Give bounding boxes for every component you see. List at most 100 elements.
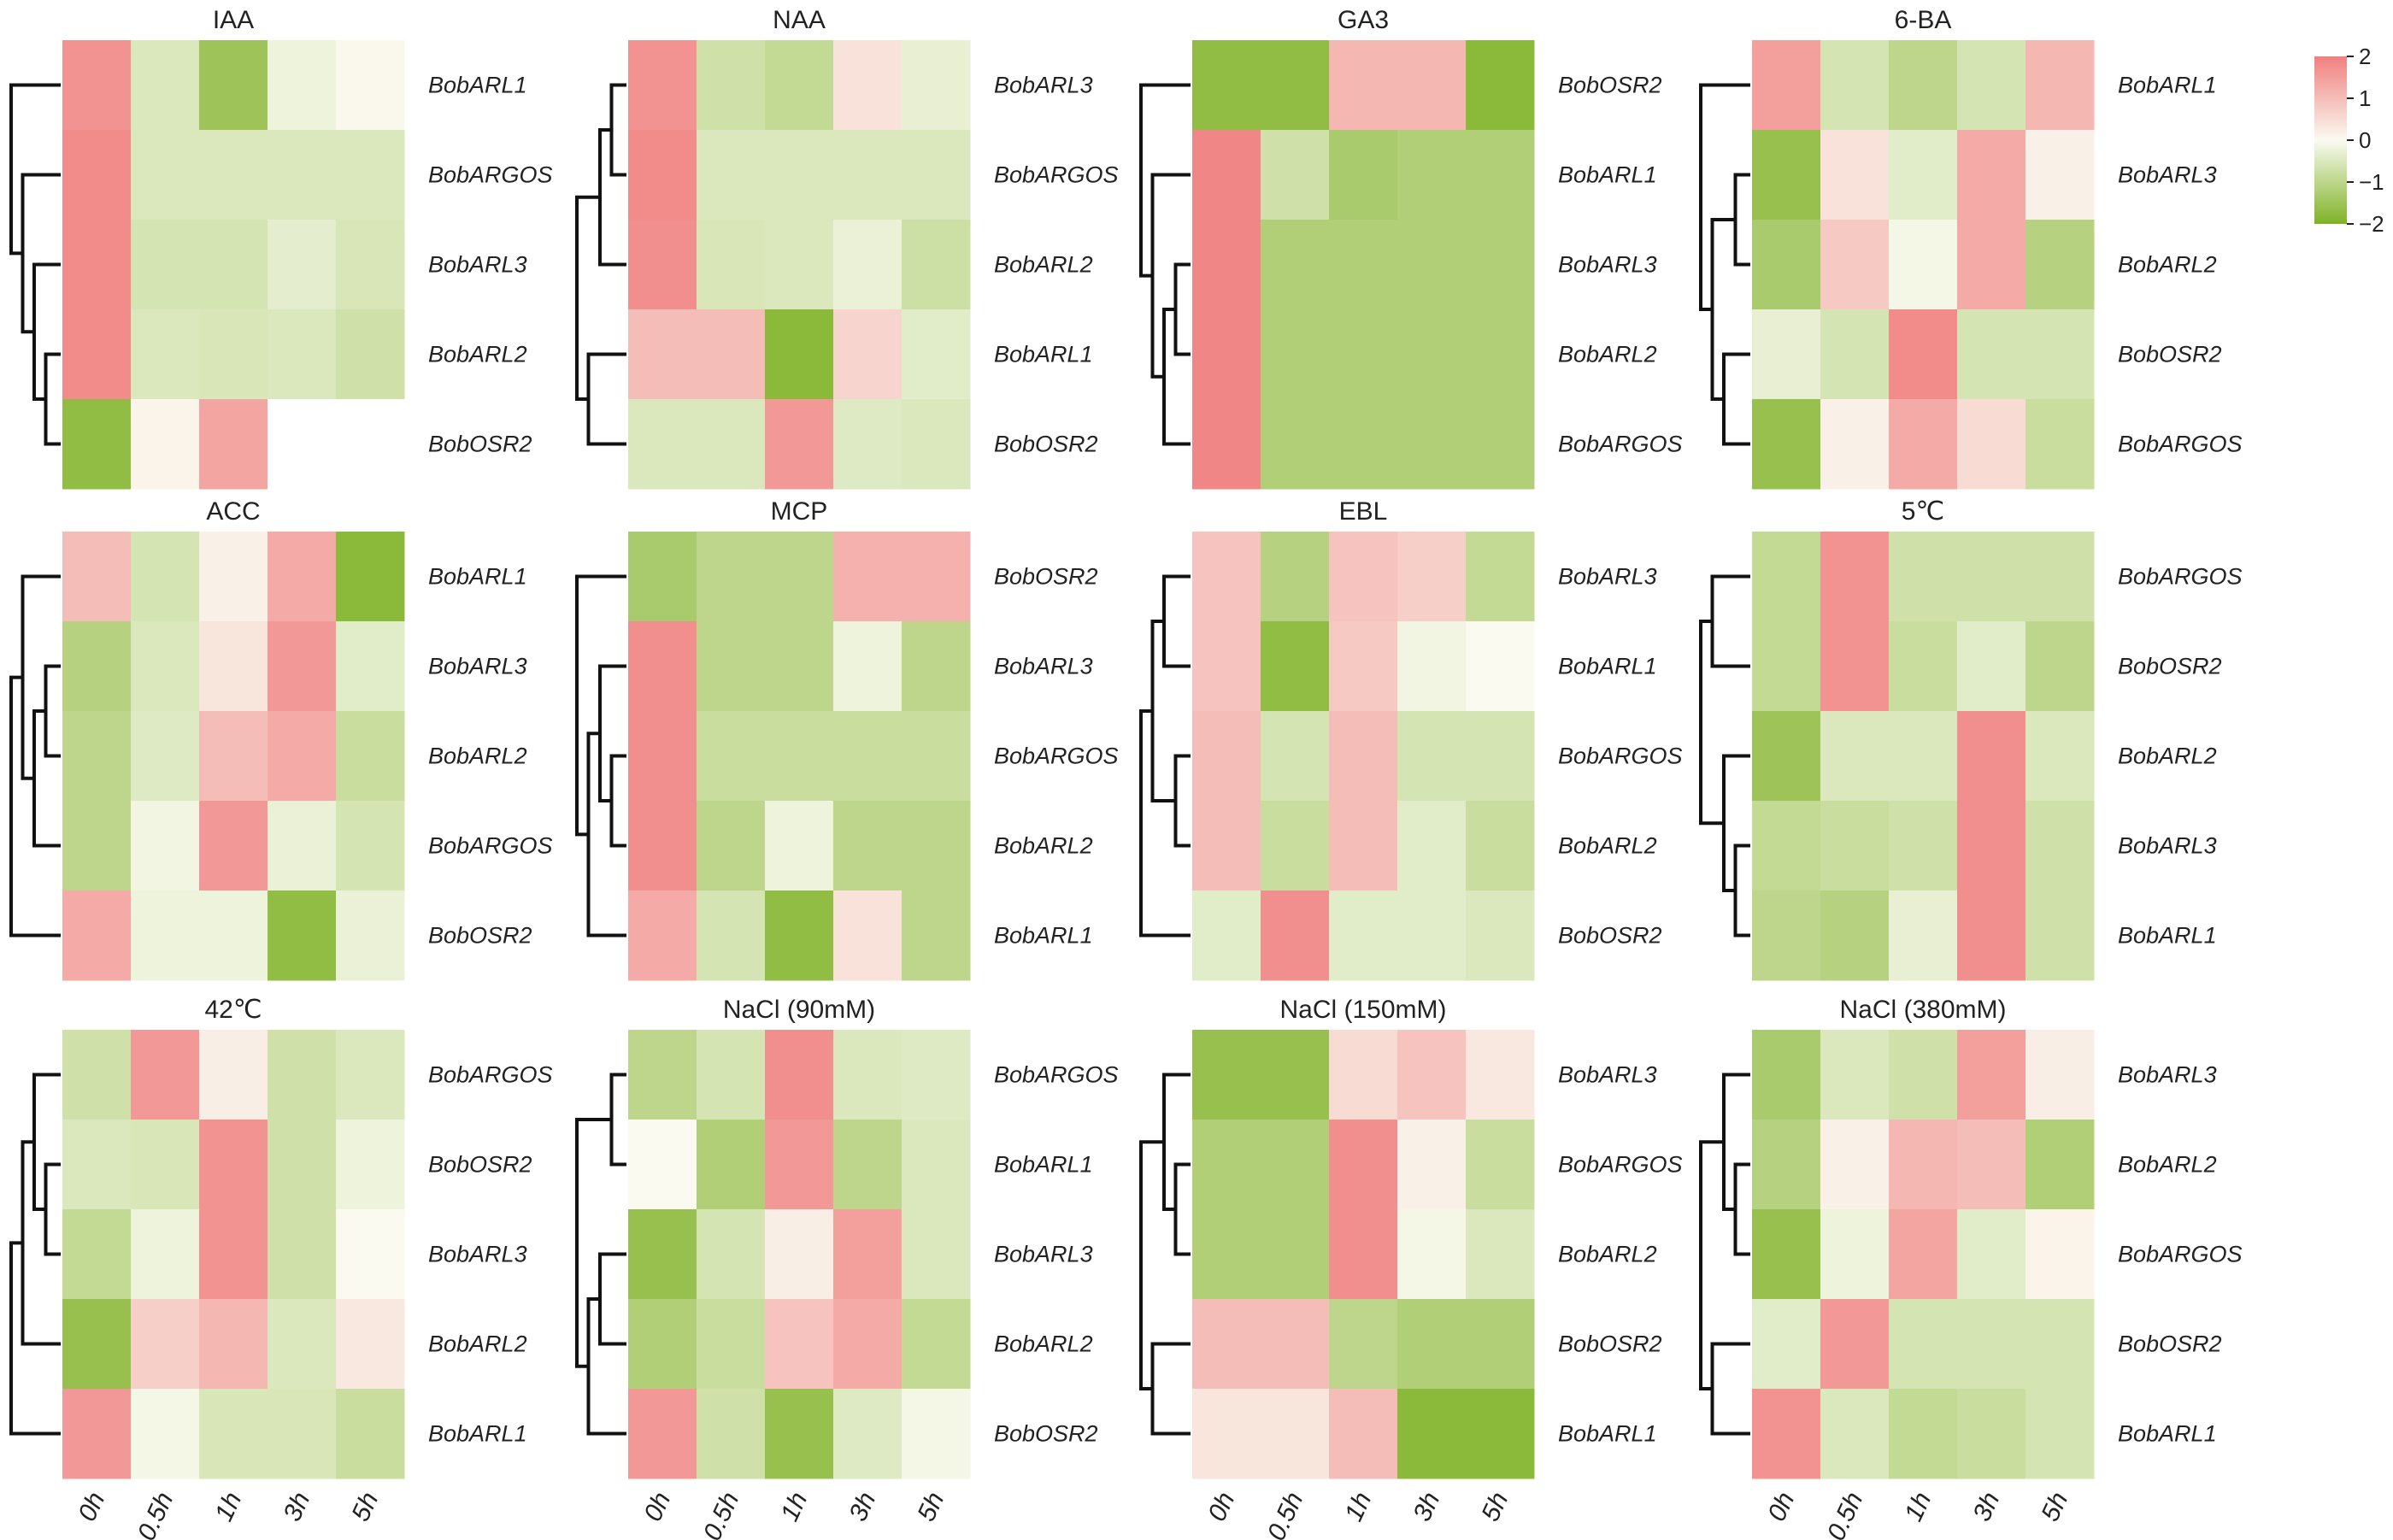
heatmap-cell <box>336 1209 405 1300</box>
heatmap-cell <box>1752 621 1821 712</box>
heatmap-cell <box>1329 1299 1398 1390</box>
heatmap-cell <box>268 1030 337 1120</box>
heatmap-cell <box>1752 1299 1821 1390</box>
heatmap-cell <box>62 621 132 712</box>
heatmap-cell <box>1397 40 1467 131</box>
legend-tick-label: 1 <box>2359 85 2371 111</box>
heatmap-cell <box>2026 711 2095 802</box>
heatmap-cell <box>628 399 697 490</box>
heatmap-panel-nacl-90mm: NaCl (90mM) BobARGOS BobARL1 BobARL3 BobARL2… <box>575 996 1119 1540</box>
heatmap-cell <box>628 1030 697 1120</box>
heatmap-cell <box>1397 801 1467 891</box>
heatmap-cell <box>1957 40 2026 131</box>
heatmap-cell <box>902 532 971 622</box>
heatmap-panel-mcp: MCP BobOSR2 BobARL3 BobARGOS BobARL2 BobARL1 <box>575 497 1119 981</box>
dendrogram-branch <box>9 83 61 256</box>
heatmap-cell <box>131 130 200 220</box>
dendrogram-branch <box>1710 1342 1750 1436</box>
heatmap-cell <box>1752 711 1821 802</box>
heatmap-cell <box>765 1120 834 1210</box>
heatmap-panel-acc: ACC BobARL1 BobARL3 BobARL2 BobARGOS BobOSR2 <box>9 497 553 981</box>
heatmap-cell <box>1329 1030 1398 1120</box>
heatmap-cell <box>833 1120 903 1210</box>
heatmap-cell <box>1466 220 1535 310</box>
heatmap-cell <box>2026 399 2095 490</box>
dendrogram-branch <box>44 352 61 446</box>
panel-title: NAA <box>773 6 826 34</box>
heatmap-cell <box>902 40 971 131</box>
heatmap-cell <box>833 1209 903 1300</box>
row-label: BobARL2 <box>994 833 1093 859</box>
heatmap-cell <box>268 711 337 802</box>
heatmap-cell <box>2026 1209 2095 1300</box>
dendrogram-branch <box>1173 1162 1191 1256</box>
heatmap-cell <box>1752 890 1821 981</box>
heatmap-cell <box>1192 309 1261 400</box>
heatmap-cell <box>131 40 200 131</box>
heatmap-cell <box>697 711 766 802</box>
heatmap-cell <box>199 1030 268 1120</box>
heatmap-cell <box>1329 309 1398 400</box>
heatmap-cell <box>1889 1209 1958 1300</box>
heatmap-panel-42: 42℃ BobARGOS BobOSR2 BobARL3 BobARL2 BobARL1 0… <box>9 996 553 1540</box>
heatmap-cell <box>1466 621 1535 712</box>
heatmap-cell <box>697 532 766 622</box>
row-label: BobARGOS <box>2118 1242 2243 1267</box>
column-label: 0h <box>1202 1488 1240 1525</box>
dendrogram-branch <box>9 1241 61 1436</box>
heatmap-cell <box>1329 621 1398 712</box>
heatmap-cell <box>1466 1389 1535 1479</box>
heatmap-cell <box>833 532 903 622</box>
heatmap-cell <box>1329 130 1398 220</box>
heatmap-cell <box>268 890 337 981</box>
heatmap-cell <box>62 309 132 400</box>
heatmap-cell <box>62 1030 132 1120</box>
heatmap-cell <box>2026 220 2095 310</box>
dendrogram-branch <box>609 754 626 848</box>
heatmap-cell <box>2026 1299 2095 1390</box>
heatmap-cell <box>1261 220 1330 310</box>
heatmap-cell <box>833 220 903 310</box>
heatmap-cell <box>628 1299 697 1390</box>
dendrogram-branch <box>44 664 61 758</box>
heatmap-cell <box>336 1120 405 1210</box>
heatmap-cell <box>62 399 132 490</box>
dendrogram-branch <box>1150 1342 1191 1436</box>
heatmap-cell <box>131 1299 200 1390</box>
heatmap-cell <box>199 801 268 891</box>
row-label: BobARL3 <box>1558 252 1657 278</box>
heatmap-cell <box>765 309 834 400</box>
heatmap-cell <box>1329 1120 1398 1210</box>
heatmap-cell <box>765 40 834 131</box>
heatmap-cell <box>1329 220 1398 310</box>
heatmap-cell <box>336 399 405 490</box>
row-label: BobARL3 <box>1558 564 1657 590</box>
heatmap-cell <box>1752 220 1821 310</box>
heatmap-cell <box>199 711 268 802</box>
heatmap-cell <box>628 711 697 802</box>
heatmap-cell <box>268 220 337 310</box>
heatmap-cell <box>1957 1120 2026 1210</box>
heatmap-cell <box>199 309 268 400</box>
row-label: BobOSR2 <box>1558 923 1662 949</box>
heatmap-cell <box>1957 1030 2026 1120</box>
heatmap-cell <box>1820 309 1890 400</box>
heatmap-cell <box>833 621 903 712</box>
heatmap-cell <box>2026 40 2095 131</box>
heatmap-cell <box>199 1209 268 1300</box>
heatmap-panel-nacl-150mm: NaCl (150mM) BobARL3 BobARGOS BobARL2 BobOSR… <box>1139 996 1683 1540</box>
row-label: BobARGOS <box>428 162 553 188</box>
column-label: 1h <box>775 1488 813 1525</box>
row-label: BobARL1 <box>994 1152 1093 1178</box>
heatmap-cell <box>268 1389 337 1479</box>
column-label: 3h <box>278 1488 315 1525</box>
heatmap-cell <box>1261 890 1330 981</box>
column-label: 0h <box>1762 1488 1800 1525</box>
row-label: BobARL1 <box>428 564 527 590</box>
heatmap-cell <box>1820 399 1890 490</box>
heatmap-cell <box>1192 1120 1261 1210</box>
heatmap-cell <box>336 309 405 400</box>
heatmap-cell <box>131 621 200 712</box>
heatmap-cell <box>268 1120 337 1210</box>
heatmap-cell <box>2026 801 2095 891</box>
